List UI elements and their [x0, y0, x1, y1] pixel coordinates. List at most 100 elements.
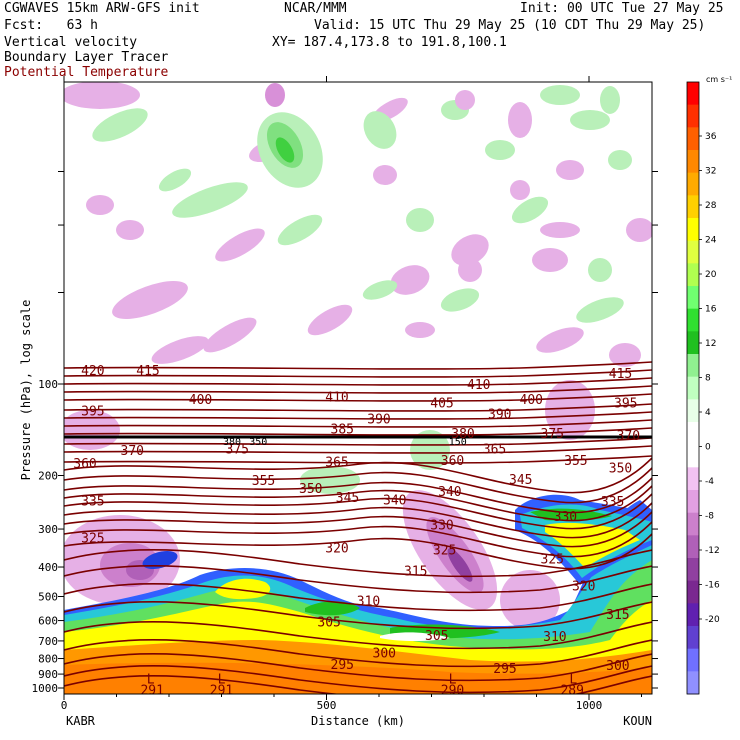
theta-label: 380 — [451, 427, 474, 442]
colorbar-label: 4 — [705, 408, 711, 418]
colorbar-segment — [687, 467, 699, 491]
theta-label: 415 — [609, 367, 632, 382]
colorbar: cm s⁻¹ 36 32 28 24 20 16 12 8 4 0 -4 -8 -12 -16 -20 — [686, 75, 732, 695]
colorbar-segment — [687, 535, 699, 559]
colorbar-label: 36 — [705, 132, 717, 142]
theta-contour-line — [64, 675, 652, 694]
tropopause-label: 380 — [223, 437, 241, 448]
colorbar-segment — [687, 444, 699, 468]
theta-label: 325 — [433, 543, 456, 558]
colorbar-segment — [687, 308, 699, 332]
theta-label: 355 — [252, 474, 275, 489]
y-tick-label: 1000 — [32, 682, 59, 695]
colorbar-segment — [687, 490, 699, 514]
x-axis-label: Distance (km) — [311, 714, 405, 728]
theta-contour-line — [64, 502, 652, 539]
colorbar-unit: cm s⁻¹ — [706, 75, 732, 84]
forecast-hour: Fcst: 63 h — [4, 18, 98, 33]
xy-endpoints: XY= 187.4,173.8 to 191.8,100.1 — [272, 35, 507, 50]
colorbar-segment — [687, 331, 699, 355]
theta-label: 410 — [325, 391, 348, 406]
colorbar-segment — [687, 286, 699, 310]
y-tick-label: 400 — [38, 561, 58, 574]
theta-label: 295 — [493, 662, 516, 677]
tropopause-line — [64, 435, 652, 439]
theta-label: 325 — [541, 553, 564, 568]
theta-contour-line — [64, 377, 652, 386]
theta-label: 360 — [441, 454, 464, 469]
model-title: CGWAVES 15km ARW-GFS init — [4, 1, 200, 16]
theta-label: 420 — [81, 364, 104, 379]
colorbar-label: 8 — [705, 374, 711, 384]
theta-contour-line — [64, 427, 652, 436]
colorbar-label: 0 — [705, 443, 711, 453]
colorbar-segment — [687, 195, 699, 219]
colorbar-label: 16 — [705, 305, 717, 315]
theta-contour-line — [64, 583, 652, 612]
theta-label: 300 — [606, 659, 629, 674]
plot-frame — [63, 81, 653, 695]
theta-contour-line — [64, 445, 652, 454]
y-axis-label: Pressure (hPa), log scale — [19, 300, 33, 481]
tropopause-contour — [64, 435, 652, 439]
theta-label: 295 — [331, 658, 354, 673]
colorbar-label: -20 — [705, 615, 720, 625]
theta-label: 365 — [325, 456, 348, 471]
colorbar-segment — [687, 580, 699, 604]
y-tick-label: 600 — [38, 615, 58, 628]
y-tick-label: 100 — [38, 378, 58, 391]
contour-labels: 420 415 395 400 410 410 415 390 405 390 400 395 370 3… — [73, 364, 640, 698]
theta-label: 375 — [541, 427, 564, 442]
colorbar-label: 20 — [705, 270, 717, 280]
field-boundary-layer-tracer: Boundary Layer Tracer — [4, 50, 169, 65]
theta-label: 330 — [554, 510, 577, 525]
y-tick-label: 700 — [38, 635, 58, 648]
colorbar-segment — [687, 172, 699, 196]
theta-label: 291 — [140, 683, 163, 698]
left-endpoint: KABR — [66, 714, 96, 728]
colorbar-segment — [687, 104, 699, 128]
theta-label: 291 — [210, 683, 233, 698]
theta-label: 289 — [560, 683, 583, 698]
theta-contours — [64, 361, 652, 694]
colorbar-label: -4 — [705, 477, 714, 487]
theta-contour-line — [64, 653, 652, 682]
colorbar-segment — [687, 648, 699, 672]
theta-label: 310 — [543, 630, 566, 645]
theta-label: 340 — [438, 485, 461, 500]
theta-label: 390 — [367, 413, 390, 428]
theta-contour-line — [64, 393, 652, 402]
theta-contour-line — [64, 533, 652, 570]
theta-label: 350 — [609, 461, 632, 476]
theta-label: 395 — [81, 404, 104, 419]
y-tick-label: 500 — [38, 590, 58, 603]
theta-contour-line — [64, 411, 652, 420]
theta-contour-line — [64, 437, 652, 446]
colorbar-segment — [687, 263, 699, 287]
theta-label: 305 — [317, 616, 340, 631]
right-endpoint: KOUN — [623, 714, 652, 728]
theta-contour-line — [64, 419, 652, 428]
colorbar-segment — [687, 671, 699, 695]
colorbar-segment — [687, 376, 699, 400]
theta-contour-line — [64, 549, 652, 578]
tropopause-label: 150 — [449, 437, 467, 448]
colorbar-segment — [687, 240, 699, 264]
theta-label: 410 — [467, 378, 490, 393]
theta-label: 335 — [81, 495, 104, 510]
theta-contour-line — [64, 601, 652, 630]
theta-label: 385 — [331, 422, 354, 437]
theta-contour-line — [64, 665, 652, 694]
low-marker: L — [147, 672, 155, 687]
theta-label: 305 — [425, 629, 448, 644]
x-tick-label: 0 — [61, 699, 68, 712]
colorbar-segment — [687, 626, 699, 650]
theta-contour-line — [64, 565, 652, 594]
theta-label: 310 — [357, 594, 380, 609]
theta-label: 405 — [430, 396, 453, 411]
theta-contour-line — [64, 369, 652, 378]
theta-label: 365 — [483, 443, 506, 458]
theta-label: 315 — [606, 608, 629, 623]
